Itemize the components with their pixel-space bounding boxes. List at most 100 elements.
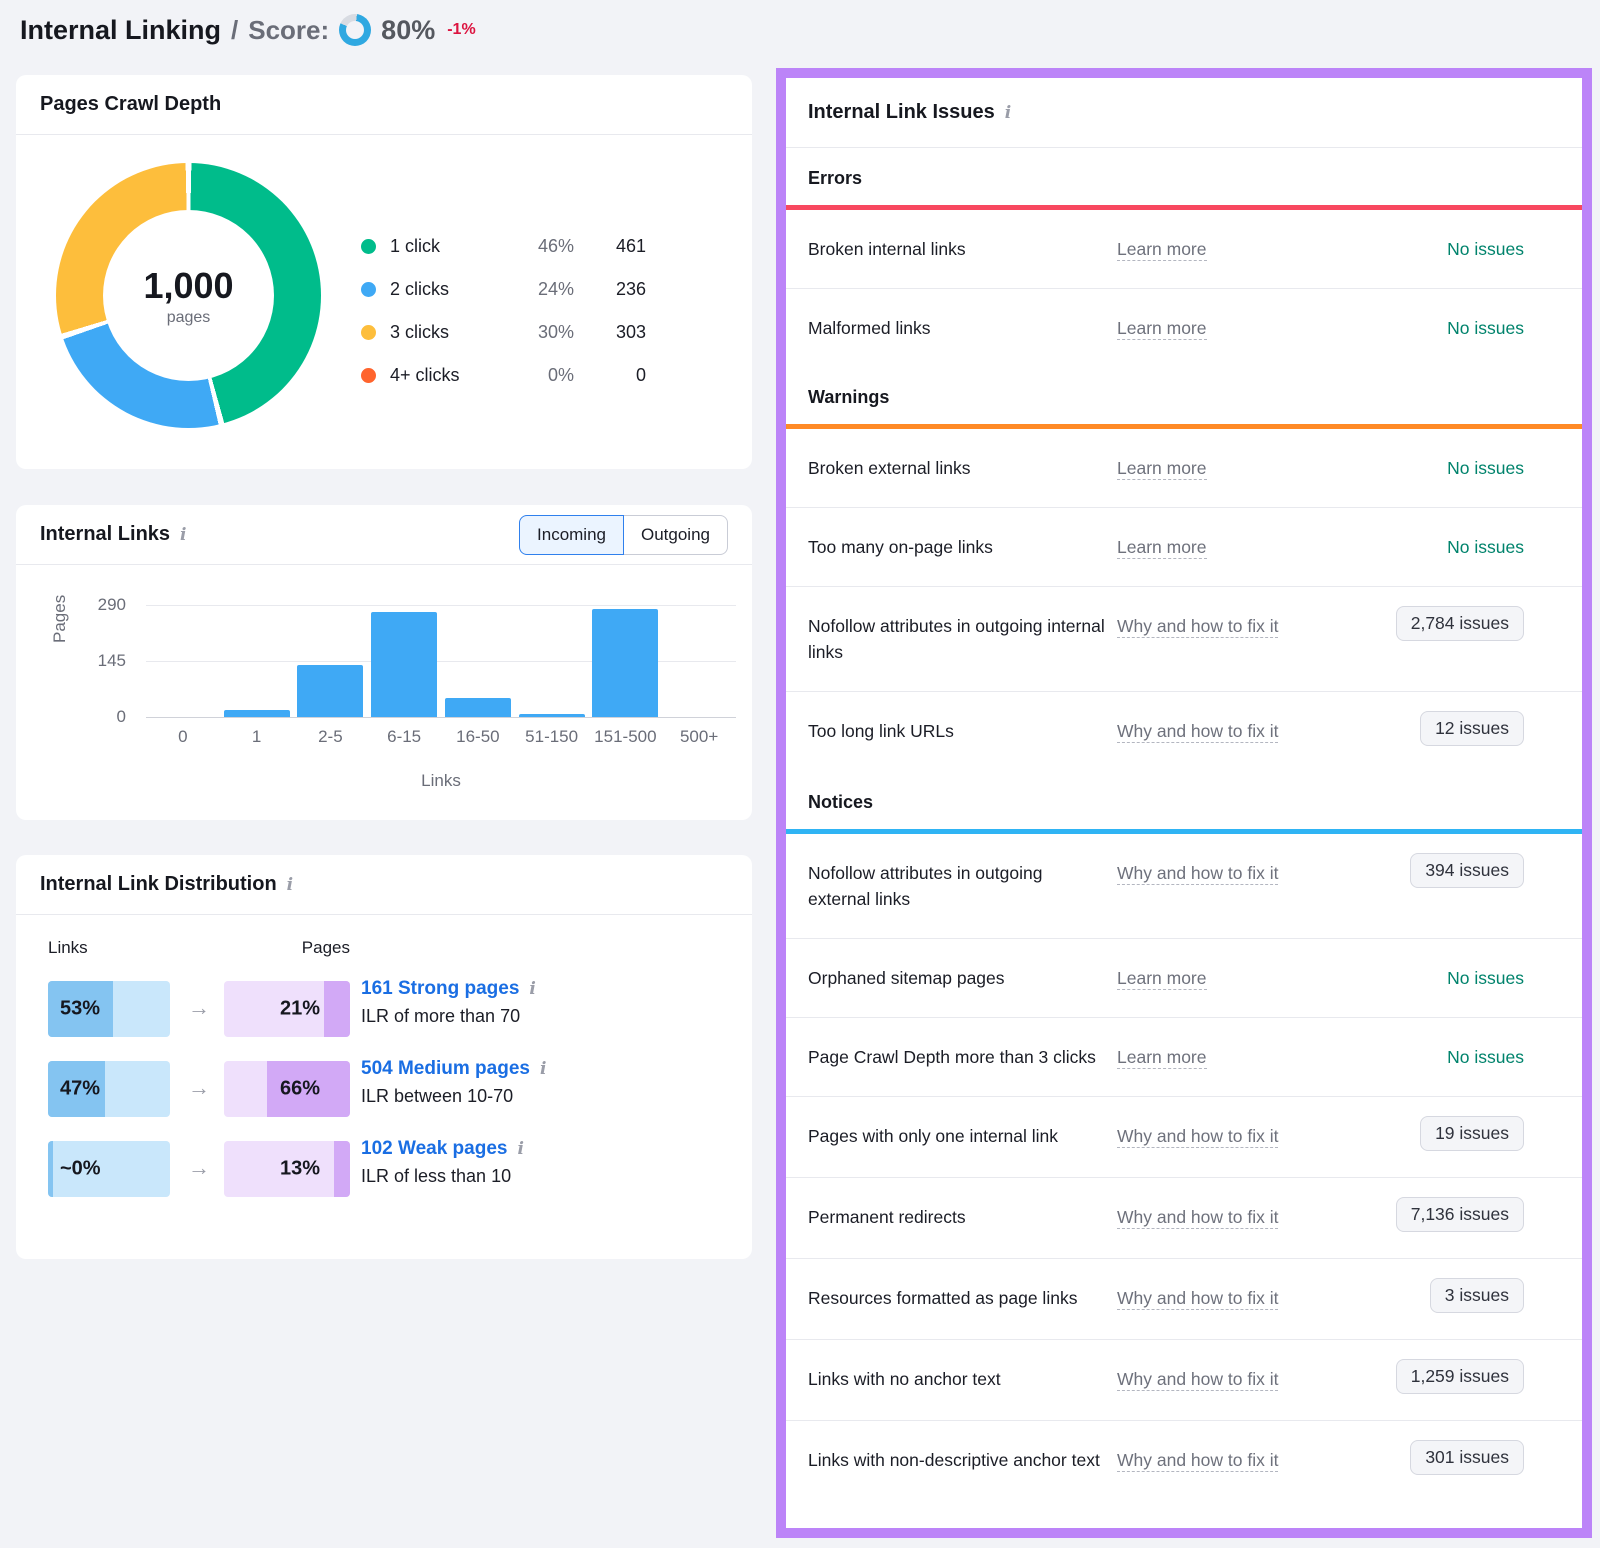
pages-percent-label: 13%: [279, 1157, 320, 1180]
bar-slot: [220, 605, 294, 717]
info-icon[interactable]: i: [286, 874, 294, 895]
donut-center: 1,000 pages: [103, 210, 274, 381]
issue-status: 12 issues: [1420, 711, 1524, 746]
issue-status: 2,784 issues: [1395, 606, 1524, 641]
pages-link[interactable]: 161 Strong pages: [361, 978, 520, 999]
issues-section-warnings: Warnings Broken external links Learn more N…: [786, 367, 1582, 772]
tab-outgoing[interactable]: Outgoing: [624, 514, 728, 555]
ilr-description: ILR of more than 70: [361, 1006, 521, 1026]
bar: [371, 612, 438, 717]
incoming-outgoing-toggle: Incoming Outgoing: [519, 514, 728, 555]
pages-bar-fill: [333, 1141, 350, 1197]
issue-label: Too long link URLs: [808, 721, 954, 741]
issue-help-link[interactable]: Why and how to fix it: [1117, 616, 1279, 638]
pages-bar: 13%: [224, 1141, 350, 1197]
issue-help-link[interactable]: Learn more: [1117, 458, 1207, 480]
pages-link[interactable]: 504 Medium pages: [361, 1058, 530, 1079]
issue-help-link[interactable]: Why and how to fix it: [1117, 1126, 1279, 1148]
tab-incoming[interactable]: Incoming: [519, 514, 624, 555]
issue-help-link[interactable]: Learn more: [1117, 318, 1207, 340]
info-icon[interactable]: i: [529, 979, 536, 999]
bar-slot: [515, 605, 589, 717]
issue-status: 19 issues: [1420, 1116, 1524, 1151]
section-severity-bar: [786, 829, 1582, 834]
issue-help-link[interactable]: Why and how to fix it: [1117, 1369, 1279, 1391]
info-icon[interactable]: i: [517, 1139, 524, 1159]
no-issues-label: No issues: [1447, 1047, 1524, 1067]
donut-total-label: pages: [166, 308, 211, 326]
issue-label: Nofollow attributes in outgoing internal…: [808, 616, 1105, 662]
issues-count-badge[interactable]: 1,259 issues: [1395, 1359, 1524, 1394]
issue-label: Links with non-descriptive anchor text: [808, 1450, 1100, 1470]
distribution-row: ~0% → 13% 102 Weak pages i ILR of less than 1…: [16, 1138, 752, 1197]
issue-help-link[interactable]: Learn more: [1117, 968, 1207, 990]
issue-help-link[interactable]: Why and how to fix it: [1117, 1207, 1279, 1229]
issue-help-link[interactable]: Why and how to fix it: [1117, 721, 1279, 743]
issue-status: No issues: [1447, 534, 1524, 560]
pages-bar-fill: [323, 981, 350, 1037]
internal-link-distribution-card: Internal Link Distribution i Links Pages…: [16, 855, 752, 1259]
ilr-description: ILR between 10-70: [361, 1086, 514, 1106]
card-title: Pages Crawl Depth: [40, 93, 222, 115]
issue-status: 7,136 issues: [1395, 1197, 1524, 1232]
issue-help-link[interactable]: Why and how to fix it: [1117, 863, 1279, 885]
issue-help-link[interactable]: Why and how to fix it: [1117, 1288, 1279, 1310]
issue-label: Links with no anchor text: [808, 1369, 1001, 1389]
issues-count-badge[interactable]: 7,136 issues: [1395, 1197, 1524, 1232]
info-icon[interactable]: i: [539, 1059, 547, 1079]
section-header: Errors: [808, 168, 863, 188]
info-icon[interactable]: i: [1004, 102, 1012, 123]
pages-bar: 66%: [224, 1061, 350, 1117]
issue-row: Permanent redirects Why and how to fix it…: [786, 1178, 1582, 1259]
issues-count-badge[interactable]: 301 issues: [1410, 1440, 1524, 1475]
bar-slot: [441, 605, 515, 717]
legend-percent: 0%: [547, 365, 574, 385]
legend-color-dot: [361, 282, 376, 297]
issue-help-link[interactable]: Learn more: [1117, 239, 1207, 261]
issue-label: Malformed links: [808, 318, 931, 338]
section-severity-bar: [786, 205, 1582, 210]
legend-label: 1 click: [390, 236, 441, 256]
legend-item: 1 click 46% 461: [361, 225, 646, 268]
legend-count: 461: [615, 236, 646, 256]
x-axis-ticks: 0 1 2-5 6-15 16-50 51-150 151-500 500+: [146, 727, 736, 747]
issues-count-badge[interactable]: 19 issues: [1420, 1116, 1524, 1151]
pages-crawl-depth-card: Pages Crawl Depth 1,000 pages 1 click 46%…: [16, 75, 752, 469]
issue-help-link[interactable]: Why and how to fix it: [1117, 1450, 1279, 1472]
issue-label: Nofollow attributes in outgoing external…: [808, 863, 1043, 909]
issues-section-errors: Errors Broken internal links Learn more No …: [786, 148, 1582, 367]
info-icon[interactable]: i: [180, 524, 187, 545]
issues-count-badge[interactable]: 3 issues: [1429, 1278, 1524, 1313]
crawl-depth-donut-chart: 1,000 pages: [56, 163, 321, 428]
issues-count-badge[interactable]: 394 issues: [1410, 853, 1524, 888]
bar: [518, 714, 585, 717]
bar-slot: [589, 605, 663, 717]
page-title: Internal Linking: [20, 14, 222, 45]
issue-row: Page Crawl Depth more than 3 clicks Learn…: [786, 1018, 1582, 1097]
pages-bar-fill: [266, 1061, 350, 1117]
distribution-row: 47% → 66% 504 Medium pages i ILR between 10-7…: [16, 1058, 752, 1117]
title-separator: /: [231, 14, 239, 45]
issue-status: No issues: [1447, 315, 1524, 341]
ilr-description: ILR of less than 10: [361, 1166, 512, 1186]
issue-status: 3 issues: [1429, 1278, 1524, 1313]
links-percent-label: 53%: [60, 997, 101, 1020]
issue-help-link[interactable]: Learn more: [1117, 1047, 1207, 1069]
page-header: Internal Linking / Score: 80% -1%: [20, 14, 476, 46]
legend-item: 2 clicks 24% 236: [361, 268, 646, 311]
distribution-rows: 53% → 21% 161 Strong pages i ILR of more than…: [16, 978, 752, 1221]
issue-row: Broken external links Learn more No issues: [786, 429, 1582, 508]
issue-label: Resources formatted as page links: [808, 1288, 1078, 1308]
pages-link[interactable]: 102 Weak pages: [361, 1138, 508, 1159]
bar-slot: [662, 605, 736, 717]
issues-count-badge[interactable]: 2,784 issues: [1395, 606, 1524, 641]
no-issues-label: No issues: [1447, 239, 1524, 259]
bar-slot: [294, 605, 368, 717]
issue-help-link[interactable]: Learn more: [1117, 537, 1207, 559]
legend-item: 3 clicks 30% 303: [361, 311, 646, 354]
pages-bar: 21%: [224, 981, 350, 1037]
issues-count-badge[interactable]: 12 issues: [1420, 711, 1524, 746]
internal-links-bar-chart: [146, 605, 736, 718]
pages-percent-label: 66%: [279, 1077, 320, 1100]
legend-label: 2 clicks: [390, 279, 450, 299]
